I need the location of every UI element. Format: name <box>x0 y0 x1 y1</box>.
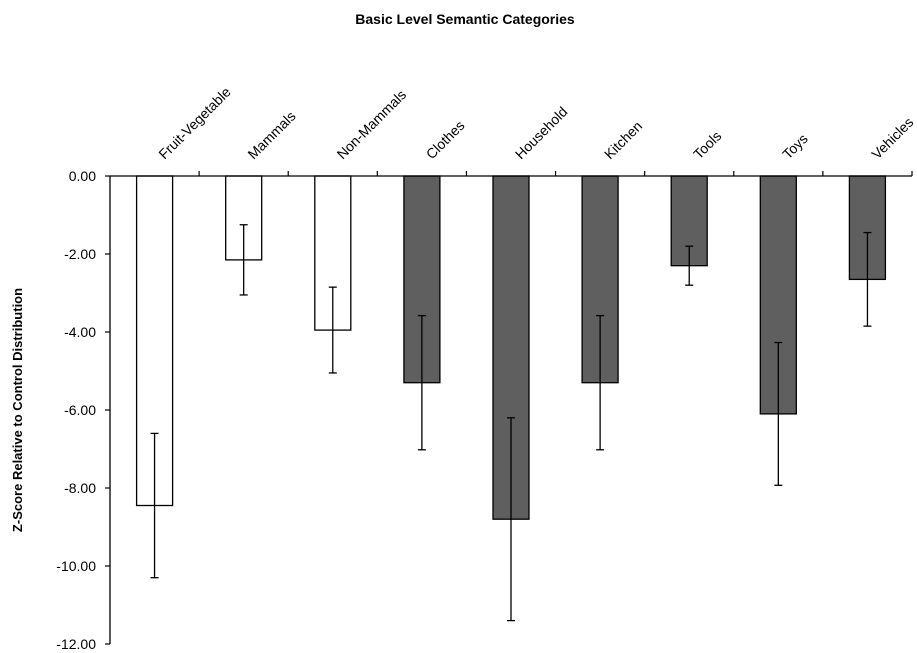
category-label-household: Household <box>512 103 571 162</box>
error-bar-tools <box>685 245 694 286</box>
y-tick-label: -4.00 <box>64 324 96 340</box>
category-labels-layer: Fruit-Vegetable Mammals Non-Mammals Clothes… <box>155 84 916 163</box>
y-tick-label: -12.00 <box>56 636 96 652</box>
error-bar-non-mammals <box>328 286 337 374</box>
category-label-toys: Toys <box>779 130 811 162</box>
category-label-clothes: Clothes <box>423 117 468 162</box>
category-label-tools: Tools <box>690 128 724 162</box>
y-tick-label: -8.00 <box>64 480 96 496</box>
y-axis-title: Z-Score Relative to Control Distribution <box>10 288 25 532</box>
error-bars-layer <box>150 224 872 622</box>
error-bar-mammals <box>239 224 248 296</box>
error-bar-toys <box>774 341 783 486</box>
error-bar-fruit-vegetable <box>150 432 159 579</box>
category-label-vehicles: Vehicles <box>868 114 916 162</box>
bars-layer <box>135 175 887 520</box>
y-tick-label: -2.00 <box>64 246 96 262</box>
category-label-mammals: Mammals <box>244 108 298 162</box>
category-label-kitchen: Kitchen <box>601 118 645 162</box>
error-bar-household <box>507 417 515 622</box>
error-bar-kitchen <box>596 314 605 451</box>
y-tick-label: -6.00 <box>64 402 96 418</box>
category-label-fruit-vegetable: Fruit-Vegetable <box>155 84 234 163</box>
y-ticks-layer: 0.00 -2.00 -4.00 -6.00 -8.00 -10.00 -12.00 <box>56 168 110 652</box>
category-label-non-mammals: Non-Mammals <box>334 86 410 162</box>
y-tick-label: -10.00 <box>56 558 96 574</box>
error-bar-clothes <box>417 314 426 451</box>
error-bar-vehicles <box>863 231 872 327</box>
y-tick-label: 0.00 <box>69 168 96 184</box>
chart-title: Basic Level Semantic Categories <box>355 11 575 27</box>
